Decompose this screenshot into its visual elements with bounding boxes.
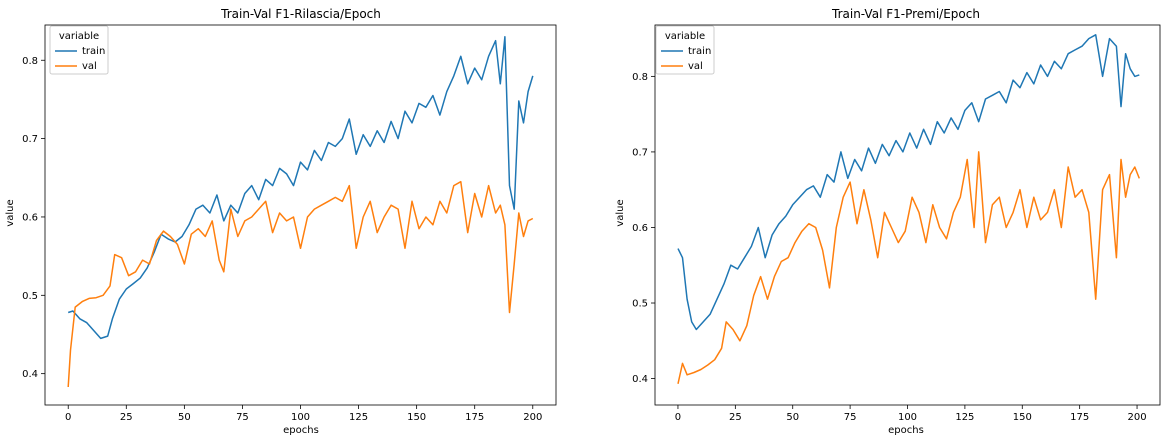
x-tick-label: 100 [898, 412, 917, 423]
chart-panel-rilascia: Train-Val F1-Rilascia/Epoch epochs value… [5, 7, 557, 436]
x-tick-label: 0 [675, 412, 681, 423]
legend-entry-train: train [688, 46, 711, 57]
series-line-train [67, 36, 534, 340]
x-tick-label: 150 [407, 412, 426, 423]
series-line-train [677, 34, 1140, 331]
y-axis-label: value [5, 199, 16, 226]
x-tick-label: 50 [786, 412, 799, 423]
plot-area: 0 25 50 75 100 125 150 175 200 0.4 0.5 0.6 0.7 0.8 [22, 24, 557, 423]
x-tick-label: 175 [465, 412, 484, 423]
chart-title: Train-Val F1-Premi/Epoch [831, 7, 980, 21]
x-axis-label: epochs [283, 425, 319, 436]
y-tick-label: 0.8 [22, 56, 38, 67]
series-line-val [67, 180, 534, 388]
legend-entry-train: train [82, 46, 105, 57]
y-tick-label: 0.4 [632, 374, 648, 385]
plot-area: 0 25 50 75 100 125 150 175 200 0.4 0.5 0.6 0.7 0.8 [632, 24, 1161, 423]
legend: variable train val [655, 25, 715, 75]
y-tick-label: 0.6 [632, 223, 648, 234]
y-tick-label: 0.5 [22, 291, 38, 302]
legend: variable train val [49, 25, 109, 75]
x-axis-label: epochs [888, 425, 924, 436]
y-axis-label: value [615, 199, 626, 226]
y-tick-label: 0.8 [632, 72, 648, 83]
series-line-val [677, 151, 1140, 384]
legend-entry-val: val [688, 61, 703, 72]
x-tick-label: 200 [1127, 412, 1146, 423]
x-tick-label: 75 [236, 412, 249, 423]
x-tick-label: 100 [291, 412, 310, 423]
chart-title: Train-Val F1-Rilascia/Epoch [220, 7, 381, 21]
x-tick-label: 200 [523, 412, 542, 423]
y-tick-label: 0.6 [22, 212, 38, 223]
legend-entry-val: val [82, 61, 97, 72]
y-tick-label: 0.5 [632, 299, 648, 310]
x-tick-label: 125 [349, 412, 368, 423]
x-tick-label: 75 [844, 412, 857, 423]
x-tick-label: 25 [120, 412, 133, 423]
chart-panel-premi: Train-Val F1-Premi/Epoch epochs value 0 2… [615, 7, 1161, 436]
x-tick-label: 50 [178, 412, 191, 423]
y-tick-label: 0.4 [22, 369, 38, 380]
y-tick-label: 0.7 [22, 134, 38, 145]
y-tick-label: 0.7 [632, 147, 648, 158]
legend-title: variable [59, 31, 99, 42]
x-tick-label: 175 [1070, 412, 1089, 423]
x-tick-label: 0 [65, 412, 71, 423]
x-tick-label: 150 [1013, 412, 1032, 423]
legend-title: variable [665, 31, 705, 42]
x-tick-label: 25 [729, 412, 742, 423]
x-tick-label: 125 [955, 412, 974, 423]
